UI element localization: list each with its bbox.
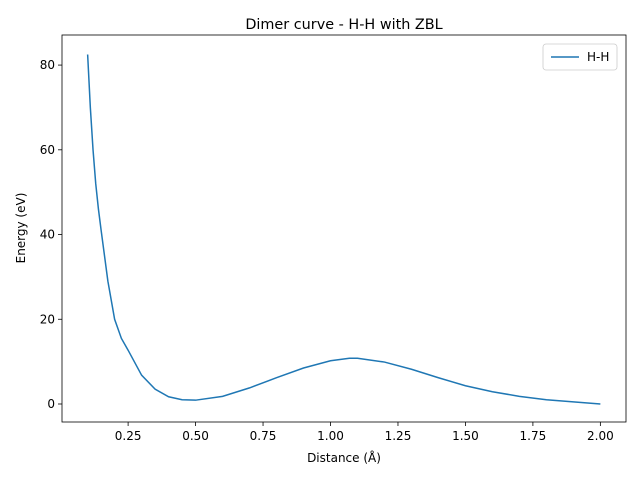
x-axis-label: Distance (Å) — [307, 450, 381, 465]
plot-frame — [61, 34, 627, 423]
x-tick-label: 0.75 — [250, 429, 277, 443]
x-tick-label: 1.50 — [452, 429, 479, 443]
y-tick-label: 40 — [40, 228, 55, 242]
line-series — [86, 54, 601, 405]
x-tick-label: 0.50 — [182, 429, 209, 443]
y-tick-label: 80 — [40, 58, 55, 72]
x-tick-label: 1.25 — [385, 429, 412, 443]
y-axis-label: Energy (eV) — [14, 193, 28, 264]
legend-label: H-H — [587, 50, 609, 64]
y-tick-label: 0 — [47, 397, 55, 411]
x-tick-label: 1.75 — [520, 429, 547, 443]
x-tick-label: 2.00 — [587, 429, 614, 443]
chart-title: Dimer curve - H-H with ZBL — [245, 17, 442, 33]
y-tick-label: 20 — [40, 312, 55, 326]
x-tick-label: 0.25 — [115, 429, 142, 443]
legend-box — [542, 43, 618, 71]
y-tick-label: 60 — [40, 143, 55, 157]
x-tick-label: 1.00 — [317, 429, 344, 443]
